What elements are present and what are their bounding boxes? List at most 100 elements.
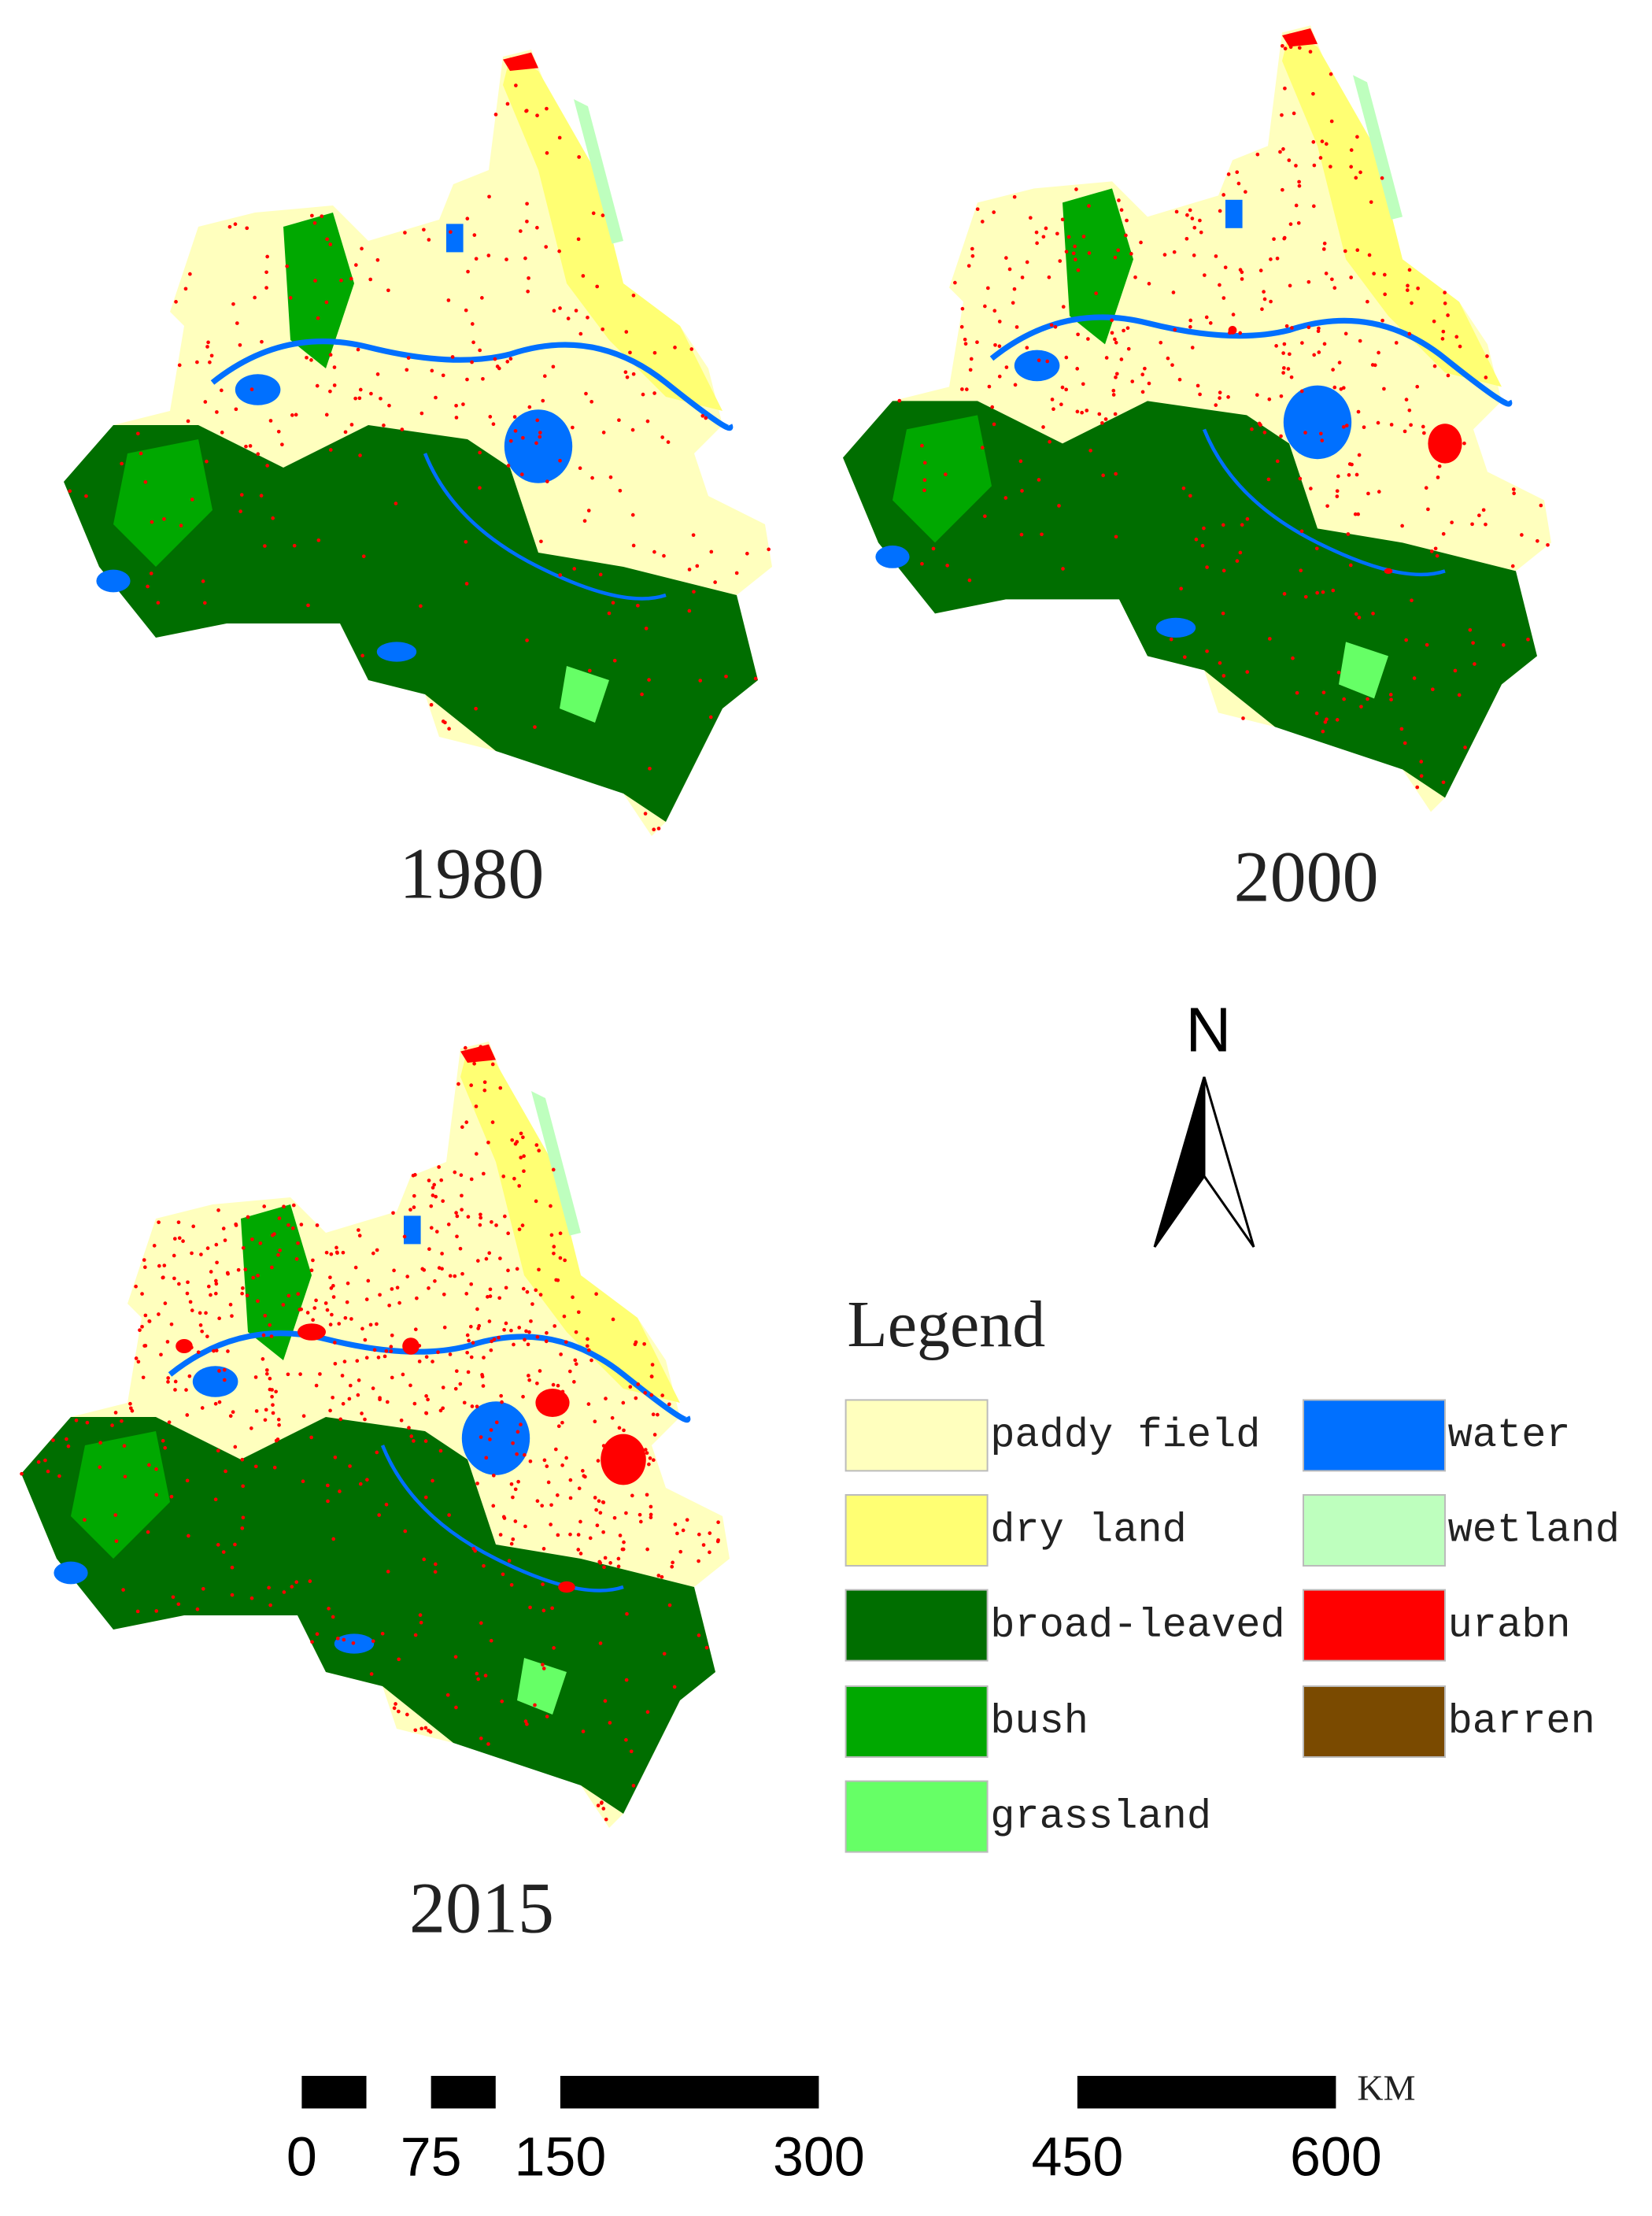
- urban-speck: [572, 567, 577, 571]
- urban-speck: [1336, 474, 1340, 479]
- grassland-area: [517, 1658, 567, 1715]
- urban-speck: [525, 1289, 530, 1294]
- urban-speck: [461, 402, 465, 406]
- urban-speck: [1355, 135, 1359, 139]
- urban-speck: [525, 1722, 529, 1726]
- urban-speck: [1282, 235, 1287, 240]
- urban-speck: [497, 1335, 501, 1340]
- urban-speck: [264, 1408, 268, 1412]
- urban-speck: [1025, 260, 1029, 265]
- urban-speck: [1255, 393, 1259, 398]
- urban-speck: [1358, 339, 1362, 343]
- urban-speck: [190, 498, 194, 501]
- urban-speck: [997, 374, 1002, 379]
- urban-speck: [372, 1348, 377, 1352]
- urban-speck: [1119, 357, 1124, 361]
- urban-speck: [563, 1258, 567, 1263]
- urban-speck: [241, 1484, 246, 1489]
- urban-speck: [1288, 222, 1293, 227]
- urban-speck: [204, 1311, 208, 1315]
- urban-speck: [1436, 475, 1440, 479]
- urban-speck: [375, 372, 380, 376]
- urban-speck: [334, 1250, 339, 1255]
- urban-speck: [701, 1543, 706, 1547]
- urban-speck: [1405, 288, 1410, 292]
- urban-speck: [1250, 427, 1254, 431]
- urban-speck: [1057, 504, 1061, 508]
- urban-speck: [990, 405, 995, 409]
- dry-land-area: [460, 1049, 680, 1403]
- urban-speck: [1443, 290, 1447, 295]
- urban-speck: [645, 419, 650, 424]
- urban-speck: [553, 1447, 558, 1452]
- lake: [192, 1366, 238, 1397]
- urban-speck: [672, 1685, 677, 1689]
- urban-speck: [316, 316, 320, 320]
- urban-speck: [1116, 248, 1121, 253]
- urban-speck: [412, 1205, 416, 1209]
- urban-speck: [596, 1459, 601, 1463]
- urban-speck: [196, 1350, 201, 1355]
- urban-speck: [498, 1533, 503, 1537]
- urban-speck: [438, 1408, 443, 1413]
- urban-speck: [327, 1607, 331, 1611]
- urban-speck: [363, 1337, 368, 1342]
- urban-speck: [648, 766, 652, 771]
- urban-speck: [504, 257, 508, 261]
- urban-speck: [357, 1234, 362, 1237]
- urban-speck: [185, 1413, 190, 1417]
- urban-speck: [1432, 364, 1437, 368]
- urban-speck: [508, 438, 513, 443]
- urban-speck: [678, 1549, 683, 1554]
- urban-speck: [417, 1360, 422, 1363]
- urban-speck: [482, 1080, 487, 1084]
- urban-speck: [469, 1355, 474, 1360]
- urban-speck: [1129, 252, 1133, 256]
- urban-speck: [1058, 259, 1063, 263]
- urban-speck: [558, 306, 562, 310]
- urban-speck: [504, 1321, 508, 1326]
- bush-area: [1063, 188, 1133, 345]
- urban-speck: [379, 397, 383, 401]
- urban-speck: [545, 151, 549, 155]
- urban-speck: [538, 1293, 543, 1297]
- urban-speck: [476, 1677, 481, 1681]
- urban-speck: [281, 1303, 286, 1307]
- urban-speck: [1441, 780, 1446, 785]
- urban-speck: [245, 226, 249, 231]
- urban-speck: [508, 357, 513, 361]
- urban-speck: [602, 1565, 606, 1570]
- urban-speck: [581, 274, 586, 278]
- urban-speck: [523, 1524, 527, 1529]
- urban-speck: [403, 231, 407, 235]
- urban-speck: [568, 1496, 573, 1500]
- urban-speck: [268, 1323, 272, 1327]
- urban-speck: [98, 1441, 102, 1445]
- land-use-map: [20, 1041, 730, 1828]
- urban-speck: [1357, 616, 1362, 620]
- urban-speck: [316, 538, 321, 542]
- urban-speck: [217, 1400, 222, 1404]
- urban-speck: [920, 443, 924, 448]
- urban-speck: [603, 1556, 608, 1560]
- urban-speck: [253, 1464, 258, 1469]
- urban-speck: [1356, 512, 1360, 516]
- bush-area: [893, 415, 992, 543]
- urban-speck: [1484, 522, 1488, 527]
- urban-speck: [556, 1383, 560, 1388]
- urban-speck: [1354, 472, 1359, 477]
- urban-speck: [1311, 91, 1315, 96]
- urban-speck: [474, 257, 479, 261]
- urban-speck: [348, 1464, 352, 1468]
- urban-speck: [1208, 321, 1213, 325]
- urban-speck: [475, 1404, 479, 1409]
- urban-speck: [652, 1433, 657, 1437]
- urban-speck: [975, 340, 979, 345]
- urban-speck: [581, 1730, 586, 1733]
- urban-speck: [276, 429, 281, 434]
- urban-speck: [1281, 351, 1285, 355]
- urban-speck: [1019, 532, 1024, 537]
- urban-speck: [1004, 365, 1009, 369]
- urban-speck: [1218, 209, 1222, 213]
- urban-speck: [231, 302, 235, 306]
